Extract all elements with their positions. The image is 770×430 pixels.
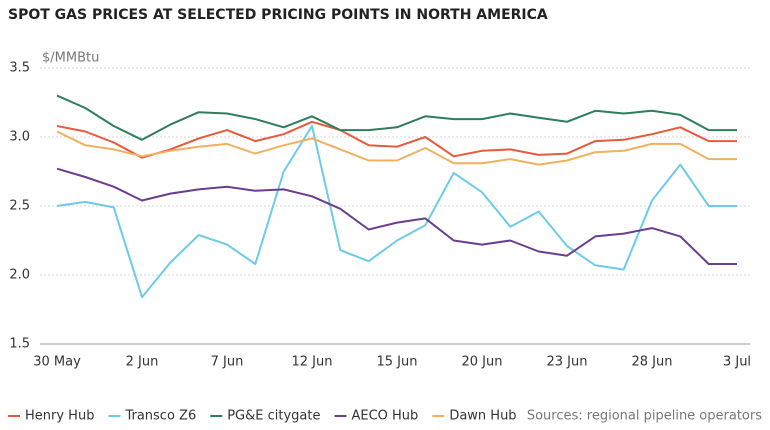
- series-line: [56, 167, 737, 265]
- x-tick-label: 20 Jun: [462, 355, 503, 370]
- legend-label: PG&E citygate: [227, 409, 320, 424]
- series-line: [56, 130, 737, 166]
- legend-label: Transco Z6: [124, 409, 196, 424]
- y-tick-label: 2.0: [9, 268, 30, 283]
- x-tick-label: 7 Jun: [211, 355, 244, 370]
- y-tick-label: 2.5: [9, 199, 30, 214]
- x-tick-label: 2 Jun: [126, 355, 159, 370]
- x-tick-label: 3 Jul: [723, 355, 751, 370]
- x-tick-label: 15 Jun: [377, 355, 418, 370]
- legend-label: Henry Hub: [25, 409, 94, 424]
- legend-label: AECO Hub: [351, 409, 418, 424]
- y-axis-label: $/MMBtu: [42, 51, 99, 66]
- source: Sources: regional pipeline operators: [527, 409, 762, 424]
- series-line: [56, 94, 737, 141]
- x-tick-label: 12 Jun: [292, 355, 333, 370]
- x-tick-label: 28 Jun: [632, 355, 673, 370]
- x-tick-label: 30 May: [33, 355, 81, 370]
- y-tick-label: 1.5: [9, 337, 30, 352]
- legend-label: Dawn Hub: [449, 409, 516, 424]
- chart-title: SPOT GAS PRICES AT SELECTED PRICING POIN…: [8, 7, 548, 23]
- y-tick-label: 3.5: [9, 61, 30, 76]
- series-line: [56, 120, 737, 159]
- series-line: [56, 125, 737, 299]
- x-tick-label: 23 Jun: [547, 355, 588, 370]
- y-tick-label: 3.0: [9, 130, 30, 145]
